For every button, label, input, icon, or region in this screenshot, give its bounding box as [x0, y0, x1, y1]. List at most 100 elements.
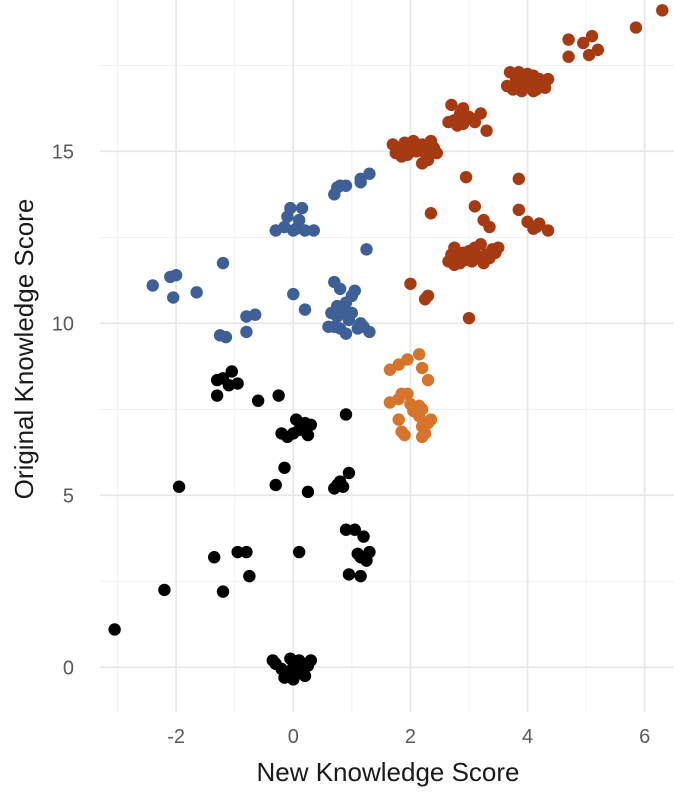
- scatter-point: [401, 387, 414, 401]
- scatter-point: [216, 585, 230, 598]
- scatter-point: [424, 413, 438, 426]
- scatter-point: [582, 48, 596, 62]
- scatter-point: [333, 282, 347, 296]
- scatter-point: [512, 203, 525, 217]
- scatter-point: [404, 277, 417, 290]
- scatter-point: [158, 583, 171, 597]
- scatter-point: [459, 170, 473, 184]
- x-tick-label: -2: [167, 726, 185, 748]
- scatter-point: [541, 72, 555, 86]
- scatter-point: [208, 551, 221, 564]
- scatter-point: [225, 365, 238, 378]
- scatter-point: [363, 545, 376, 559]
- scatter-point: [500, 79, 514, 93]
- scatter-point: [269, 478, 282, 492]
- scatter-point: [562, 33, 575, 46]
- scatter-point: [278, 461, 291, 474]
- scatter-point: [395, 150, 408, 163]
- scatter-point: [483, 220, 496, 234]
- scatter-point: [216, 256, 230, 270]
- scatter-point: [541, 224, 555, 237]
- scatter-point: [328, 482, 341, 495]
- scatter-point: [418, 427, 432, 440]
- scatter-point: [295, 201, 309, 215]
- scatter-point: [363, 167, 376, 180]
- scatter-point: [415, 361, 429, 375]
- scatter-point: [251, 394, 265, 407]
- scatter-point: [585, 29, 599, 43]
- scatter-point: [219, 330, 233, 344]
- data-points: [108, 4, 669, 686]
- scatter-point: [231, 545, 244, 559]
- x-tick-label: 2: [405, 726, 416, 748]
- y-axis-title: Original Knowledge Score: [9, 199, 39, 500]
- scatter-point: [287, 287, 300, 301]
- scatter-point: [363, 325, 376, 339]
- x-tick-label: 4: [522, 726, 533, 748]
- scatter-point: [345, 306, 359, 320]
- scatter-point: [301, 485, 315, 499]
- x-tick-label: 6: [639, 726, 650, 748]
- scatter-point: [307, 224, 320, 237]
- scatter-point: [322, 320, 335, 333]
- scatter-point: [418, 293, 432, 306]
- minor-gridlines: [100, 0, 674, 712]
- y-tick-label: 10: [52, 313, 74, 335]
- scatter-point: [339, 179, 353, 192]
- scatter-point: [398, 428, 411, 442]
- scatter-point: [284, 201, 297, 215]
- scatter-point: [577, 36, 590, 50]
- scatter-point: [210, 389, 224, 402]
- scatter-point: [240, 545, 253, 559]
- scatter-point: [357, 530, 370, 543]
- scatter-point: [146, 279, 159, 292]
- x-tick-label: 0: [288, 726, 299, 748]
- scatter-point: [292, 545, 306, 559]
- scatter-point: [172, 480, 186, 493]
- scatter-point: [342, 568, 356, 581]
- scatter-point: [462, 311, 476, 325]
- scatter-point: [413, 348, 426, 361]
- scatter-point: [424, 207, 438, 220]
- y-tick-label: 5: [63, 485, 74, 507]
- scatter-point: [348, 284, 361, 297]
- scatter-point: [240, 325, 253, 339]
- scatter-point: [392, 413, 405, 426]
- scatter-point: [515, 84, 528, 98]
- y-tick-label: 0: [63, 657, 74, 679]
- scatter-point: [421, 153, 435, 167]
- y-tick-labels: 0 5 10 15: [52, 141, 74, 679]
- scatter-point: [492, 241, 505, 254]
- scatter-point: [331, 299, 344, 313]
- scatter-point: [231, 377, 244, 390]
- scatter-point: [339, 327, 353, 340]
- scatter-point: [421, 373, 435, 387]
- scatter-point: [474, 238, 487, 251]
- scatter-point: [348, 523, 361, 536]
- scatter-point: [512, 172, 525, 186]
- x-axis-title: New Knowledge Score: [256, 757, 519, 787]
- scatter-point: [339, 523, 353, 536]
- scatter-point: [533, 217, 546, 230]
- scatter-point: [527, 84, 540, 98]
- scatter-point: [342, 466, 356, 480]
- scatter-point: [445, 98, 458, 112]
- scatter-point: [430, 146, 443, 160]
- scatter-point: [298, 303, 312, 316]
- scatter-point: [169, 268, 183, 282]
- scatter-point: [401, 353, 414, 366]
- scatter-point: [360, 243, 373, 256]
- scatter-point: [304, 654, 318, 667]
- scatter-point: [298, 669, 312, 683]
- scatter-point: [272, 389, 285, 402]
- scatter-point: [243, 569, 256, 583]
- scatter-point: [167, 291, 180, 304]
- scatter-point: [292, 213, 306, 227]
- scatter-point: [474, 107, 487, 120]
- scatter-point: [339, 408, 353, 421]
- scatter-point: [629, 21, 643, 34]
- scatter-point: [562, 50, 575, 63]
- scatter-point: [448, 258, 461, 272]
- scatter-point: [190, 286, 203, 299]
